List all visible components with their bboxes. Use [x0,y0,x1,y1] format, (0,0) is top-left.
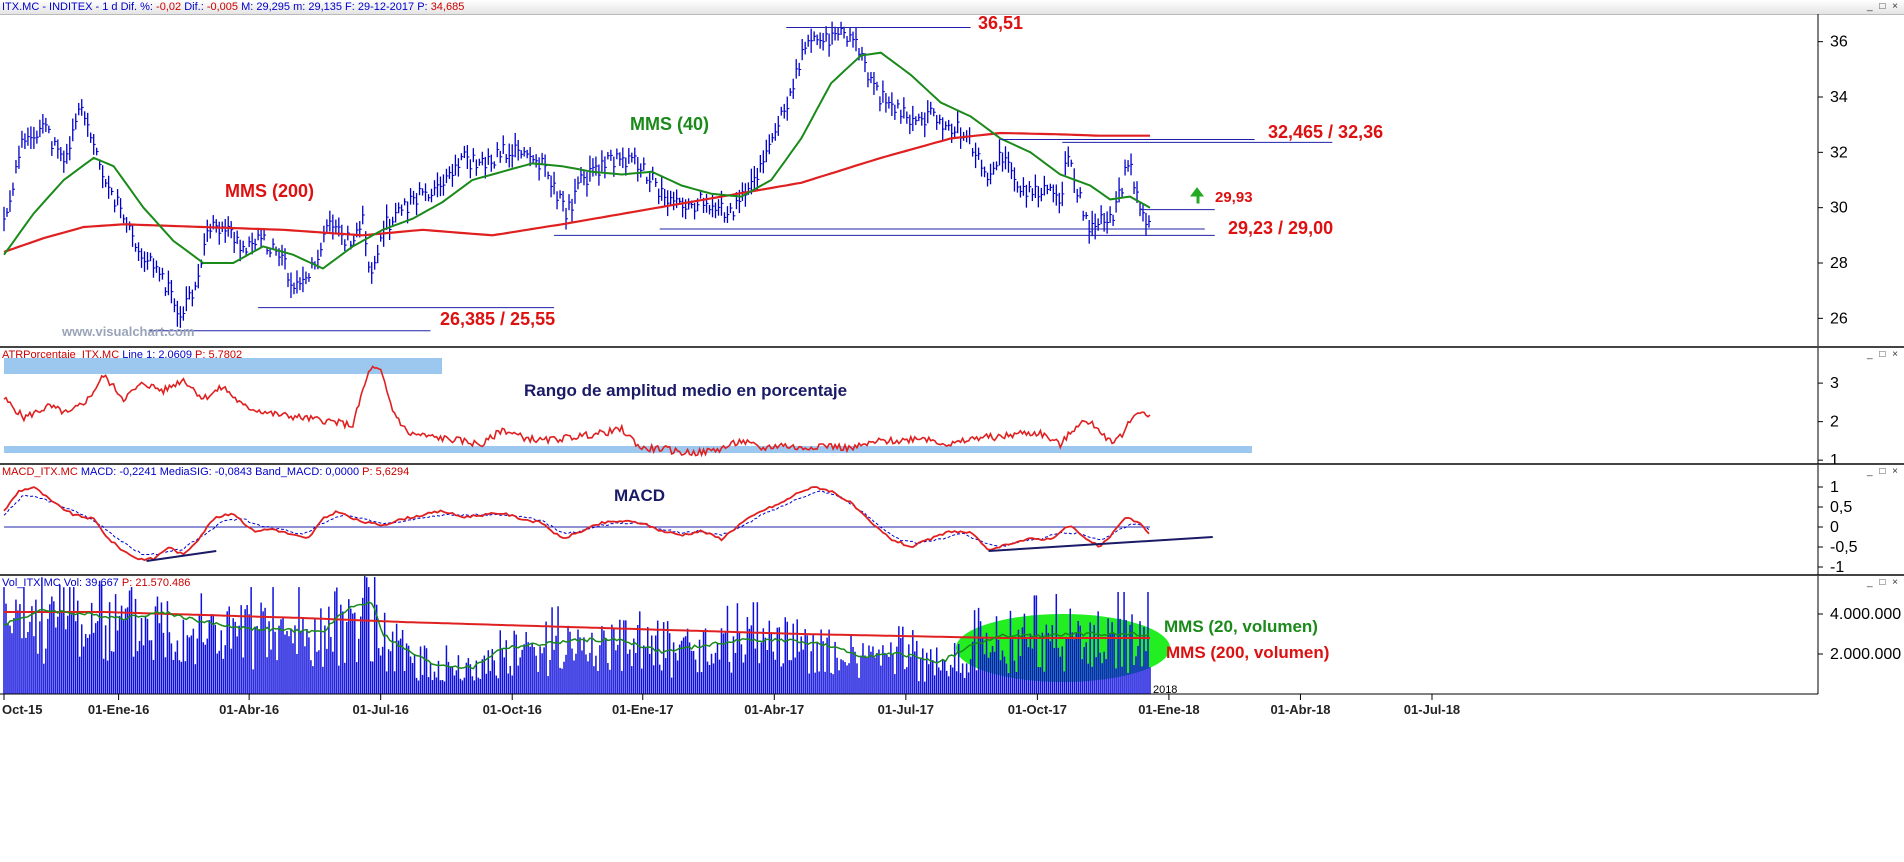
price-panel-header: ITX.MC - INDITEX - 1 d Dif. %: -0,02 Dif… [0,0,1904,15]
symbol-label: ITX.MC - INDITEX - 1 d [2,1,118,13]
label-resistance: 32,465 / 32,36 [1268,122,1383,142]
vol-y-tick: 4.000.000 [1830,606,1901,623]
macd-trendline-left [146,550,217,562]
atr-y-tick: 3 [1830,375,1839,392]
atr-y-tick: 1 [1830,452,1839,464]
macd-sig-value: MediaSIG: -0,0843 [159,466,253,478]
x-tick-label: 01-Ene-17 [612,702,673,717]
label-mms200: MMS (200) [225,181,314,201]
dif-label: Dif.: [184,1,204,13]
atr-panel: ATRPorcentaje_ITX.MC Line 1: 2,0609 P: 5… [0,347,1904,464]
atr-y-tick: 2 [1830,414,1839,431]
x-tick-label: 01-Abr-17 [744,702,804,717]
volume-chart: MMS (20, volumen) MMS (200, volumen) 2.000… [0,576,1901,717]
x-tick-label: 01-Jul-17 [878,702,934,717]
vol-ma200-line [4,611,1150,639]
x-tick-label: 01-Abr-16 [219,702,279,717]
macd-y-tick: -1 [1830,559,1844,575]
macd-signal-line [3,490,1150,556]
x-tick-label: 01-Ene-16 [88,702,149,717]
label-vol-ma200: MMS (200, volumen) [1166,643,1329,662]
macd-window-controls[interactable]: _ □ × [1867,466,1900,477]
price-panel: ITX.MC - INDITEX - 1 d Dif. %: -0,02 Dif… [0,0,1904,347]
macd-value: MACD: -0,2241 [80,466,157,478]
price-y-tick: 36 [1830,34,1848,51]
dif-value: -0,005 [206,1,239,13]
p-value: 34,685 [430,1,465,13]
ma40-line [3,51,1151,270]
ma200-line [3,131,1150,253]
label-low: 26,385 / 25,55 [440,309,555,329]
max-value: M: 29,295 [241,1,290,13]
x-tick-label: 01-Oct-17 [1008,702,1067,717]
date-value: F: 29-12-2017 [345,1,415,13]
volume-panel: Vol_ITX.MC Vol: 39.667 P: 21.570.486 _ □… [0,575,1904,861]
macd-y-tick: -0,5 [1830,539,1858,556]
atr-upper-band [4,358,442,374]
year-tag: 2018 [1153,684,1177,696]
atr-chart: Rango de amplitud medio en porcentaje 1 2 3 [3,348,1839,464]
macd-name: MACD_ITX.MC [2,466,78,478]
macd-chart: MACD 1 0,5 0 -0,5 -1 [3,465,1858,575]
x-tick-label: 01-Jul-18 [1404,702,1460,717]
vol-value: Vol: 39.667 [63,577,119,589]
dif-pct-label: Dif. %: [120,1,153,13]
x-tick-label: 01-Abr-18 [1270,702,1330,717]
macd-y-tick: 0 [1830,519,1839,536]
price-y-tick: 28 [1830,255,1848,272]
price-y-tick: 26 [1830,310,1848,327]
vol-ma20-line [3,601,1150,670]
vol-name: Vol_ITX.MC [2,577,61,589]
watermark: www.visualchart.com [61,324,194,339]
price-y-tick: 32 [1830,144,1848,161]
p-label: P: [417,1,428,13]
volume-panel-header: Vol_ITX.MC Vol: 39.667 P: 21.570.486 [0,576,190,590]
label-vol-ma20: MMS (20, volumen) [1164,617,1318,636]
macd-y-tick: 1 [1830,479,1839,496]
price-y-tick: 34 [1830,89,1848,106]
macd-panel-header: MACD_ITX.MC MACD: -0,2241 MediaSIG: -0,0… [0,465,409,479]
x-tick-label: Oct-15 [2,702,42,717]
window-controls[interactable]: _ □ × [1867,1,1900,12]
macd-line [3,486,1150,562]
up-arrow-icon [1190,187,1204,204]
label-mms40: MMS (40) [630,114,709,134]
macd-title: MACD [614,486,665,505]
x-tick-label: 01-Jul-16 [352,702,408,717]
vol-window-controls[interactable]: _ □ × [1867,577,1900,588]
label-29-93: 29,93 [1215,189,1253,206]
atr-window-controls[interactable]: _ □ × [1867,349,1900,360]
label-support: 29,23 / 29,00 [1228,218,1333,238]
atr-title: Rango de amplitud medio en porcentaje [524,381,847,400]
vol-p-value: P: 21.570.486 [121,577,191,589]
macd-trendline-right [988,536,1213,552]
x-tick-label: 01-Oct-16 [483,702,542,717]
macd-y-tick: 0,5 [1830,499,1852,516]
x-tick-label: 01-Ene-18 [1138,702,1199,717]
dif-pct-value: -0,02 [156,1,182,13]
price-y-tick: 30 [1830,200,1848,217]
label-36-51: 36,51 [978,13,1023,33]
macd-panel: MACD_ITX.MC MACD: -0,2241 MediaSIG: -0,0… [0,464,1904,575]
vol-y-tick: 2.000.000 [1830,646,1901,663]
macd-band-value: Band_MACD: 0,0000 [255,466,360,478]
price-chart: 36,51 32,465 / 32,36 29,93 29,23 / 29,00 26,… [3,13,1848,346]
macd-p-value: P: 5,6294 [362,466,410,478]
min-value: m: 29,135 [293,1,342,13]
atr-lower-band [4,446,1252,453]
atr-line [3,365,1151,458]
